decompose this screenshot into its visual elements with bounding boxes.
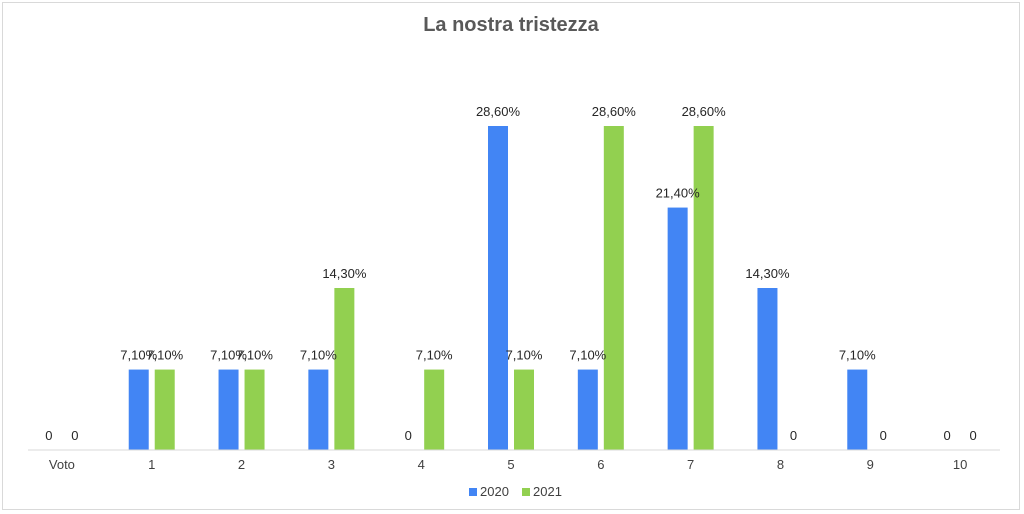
data-label: 0 (45, 428, 52, 443)
legend-swatch-2021 (522, 488, 530, 496)
data-label: 7,10% (839, 348, 876, 363)
bar-2020-1 (128, 369, 149, 450)
bar-2021-5 (514, 369, 534, 450)
bar-2021-2 (244, 369, 265, 450)
bar-2021-1 (154, 369, 175, 450)
data-label: 28,60% (682, 104, 727, 119)
bar-2020-3 (308, 369, 329, 450)
data-label: 7,10% (506, 348, 543, 363)
data-label: 21,40% (656, 186, 701, 201)
bar-2020-9 (847, 369, 868, 450)
bar-2021-6 (603, 126, 624, 450)
data-labels-layer: 0 07,10%7,10% 7,10%7,10% 7,10%14,30%07,10%2… (45, 104, 976, 443)
data-label: 0 (405, 428, 412, 443)
x-tick-label: 3 (328, 457, 335, 472)
bar-2020-8 (757, 288, 778, 450)
bar-2020-5 (488, 126, 508, 450)
bar-2021-7 (693, 126, 714, 450)
data-label: 7,10% (416, 348, 453, 363)
bar-2021-3 (334, 288, 355, 450)
bars-layer (128, 126, 868, 450)
data-label: 7,10% (236, 348, 273, 363)
bar-2020-7 (667, 207, 688, 450)
x-tick-label: 8 (777, 457, 784, 472)
x-tick-label: Voto (49, 457, 75, 472)
x-tick-label: 7 (687, 457, 694, 472)
data-label: 28,60% (592, 104, 637, 119)
data-label: 14,30% (745, 266, 790, 281)
chart-title: La nostra tristezza (423, 14, 599, 36)
legend-label-2020: 2020 (480, 484, 509, 499)
data-label: 28,60% (476, 104, 521, 119)
x-tick-label: 4 (418, 457, 425, 472)
data-label: 7,10% (300, 348, 337, 363)
data-label: 14,30% (322, 266, 367, 281)
x-tick-label: 1 (148, 457, 155, 472)
x-tick-label: 10 (953, 457, 967, 472)
data-label: 0 (790, 428, 797, 443)
data-label: 7,10% (210, 348, 247, 363)
legend-label-2021: 2021 (533, 484, 562, 499)
data-label: 7,10% (120, 348, 157, 363)
data-label: 0 (943, 428, 950, 443)
legend-swatch-2020 (469, 488, 477, 496)
data-label: 7,10% (569, 348, 606, 363)
data-label: 0 (969, 428, 976, 443)
x-tick-label: 2 (238, 457, 245, 472)
x-tick-label: 6 (597, 457, 604, 472)
bar-2021-4 (424, 369, 445, 450)
data-label: 0 (71, 428, 78, 443)
data-label: 0 (880, 428, 887, 443)
data-label: 7,10% (146, 348, 183, 363)
x-tick-label: 9 (867, 457, 874, 472)
x-tick-label: 5 (507, 457, 514, 472)
legend: 2020 2021 (469, 484, 562, 499)
bar-2020-6 (577, 369, 598, 450)
x-tick-labels: Voto 1 2 3 4 5 6 7 8 9 10 (49, 457, 967, 472)
bar-2020-2 (218, 369, 239, 450)
